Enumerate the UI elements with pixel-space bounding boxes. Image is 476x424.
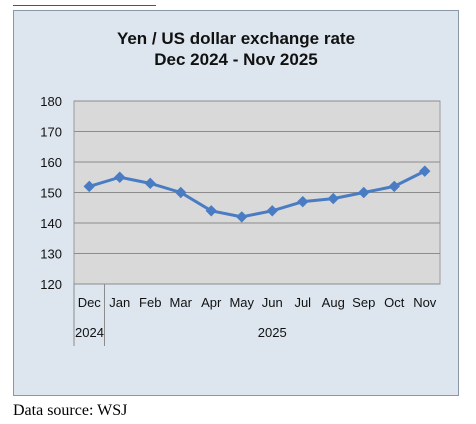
chart-title: Yen / US dollar exchange rate bbox=[116, 29, 356, 48]
x-tick-label: Apr bbox=[201, 295, 222, 310]
x-tick-label: Mar bbox=[170, 295, 193, 310]
data-point-nov bbox=[419, 165, 431, 177]
data-point-may bbox=[236, 211, 248, 223]
x-tick-label: Jan bbox=[109, 295, 130, 310]
x-tick-label: Nov bbox=[413, 295, 437, 310]
x-tick-label: Dec bbox=[78, 295, 102, 310]
y-tick-label: 160 bbox=[40, 155, 62, 170]
y-tick-label: 120 bbox=[40, 277, 62, 292]
x-tick-label: Jul bbox=[294, 295, 311, 310]
y-tick-label: 180 bbox=[40, 94, 62, 109]
data-point-dec bbox=[83, 180, 95, 193]
x-tick-label: Jun bbox=[262, 295, 283, 310]
data-source-note: Data source: WSJ bbox=[13, 402, 128, 419]
x-tick-label: Aug bbox=[322, 295, 345, 310]
x-tick-label: Feb bbox=[139, 295, 161, 310]
data-point-apr bbox=[205, 205, 217, 217]
data-point-aug bbox=[327, 192, 339, 205]
data-point-oct bbox=[388, 180, 400, 193]
chart-subtitle: Dec 2024 - Nov 2025 bbox=[154, 50, 318, 69]
data-point-feb bbox=[144, 177, 156, 190]
top-rule bbox=[13, 5, 156, 6]
data-point-sep bbox=[358, 186, 370, 199]
x-tick-label: Sep bbox=[352, 295, 375, 310]
series-line bbox=[88, 169, 426, 219]
y-tick-label: 140 bbox=[40, 216, 62, 231]
year-label: 2024 bbox=[75, 325, 104, 340]
data-point-jun bbox=[266, 205, 278, 217]
x-tick-label: May bbox=[229, 295, 254, 310]
data-point-mar bbox=[175, 186, 187, 199]
y-tick-label: 150 bbox=[40, 186, 62, 201]
y-tick-label: 170 bbox=[40, 125, 62, 140]
data-point-jan bbox=[114, 171, 126, 183]
x-tick-label: Oct bbox=[384, 295, 405, 310]
y-tick-label: 130 bbox=[40, 247, 62, 262]
chart-title-block: Yen / US dollar exchange rate Dec 2024 -… bbox=[13, 28, 459, 70]
data-point-jul bbox=[297, 195, 309, 208]
year-label: 2025 bbox=[258, 325, 287, 340]
